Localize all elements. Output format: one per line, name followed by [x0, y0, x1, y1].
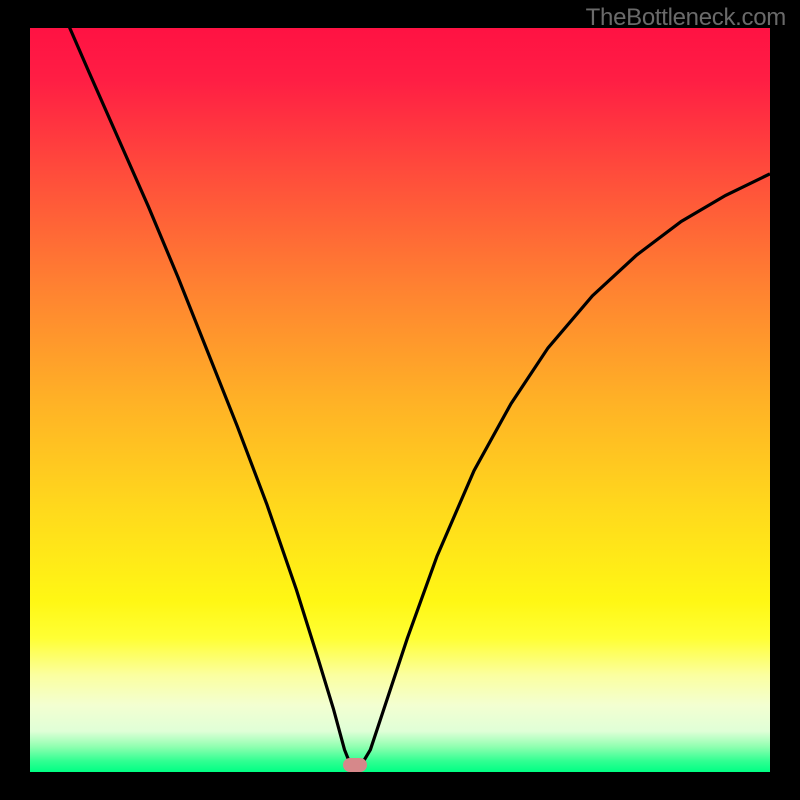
bottleneck-chart: [30, 28, 770, 772]
optimal-point-marker: [343, 758, 367, 772]
chart-svg: [30, 28, 770, 772]
watermark-text: TheBottleneck.com: [586, 4, 786, 32]
